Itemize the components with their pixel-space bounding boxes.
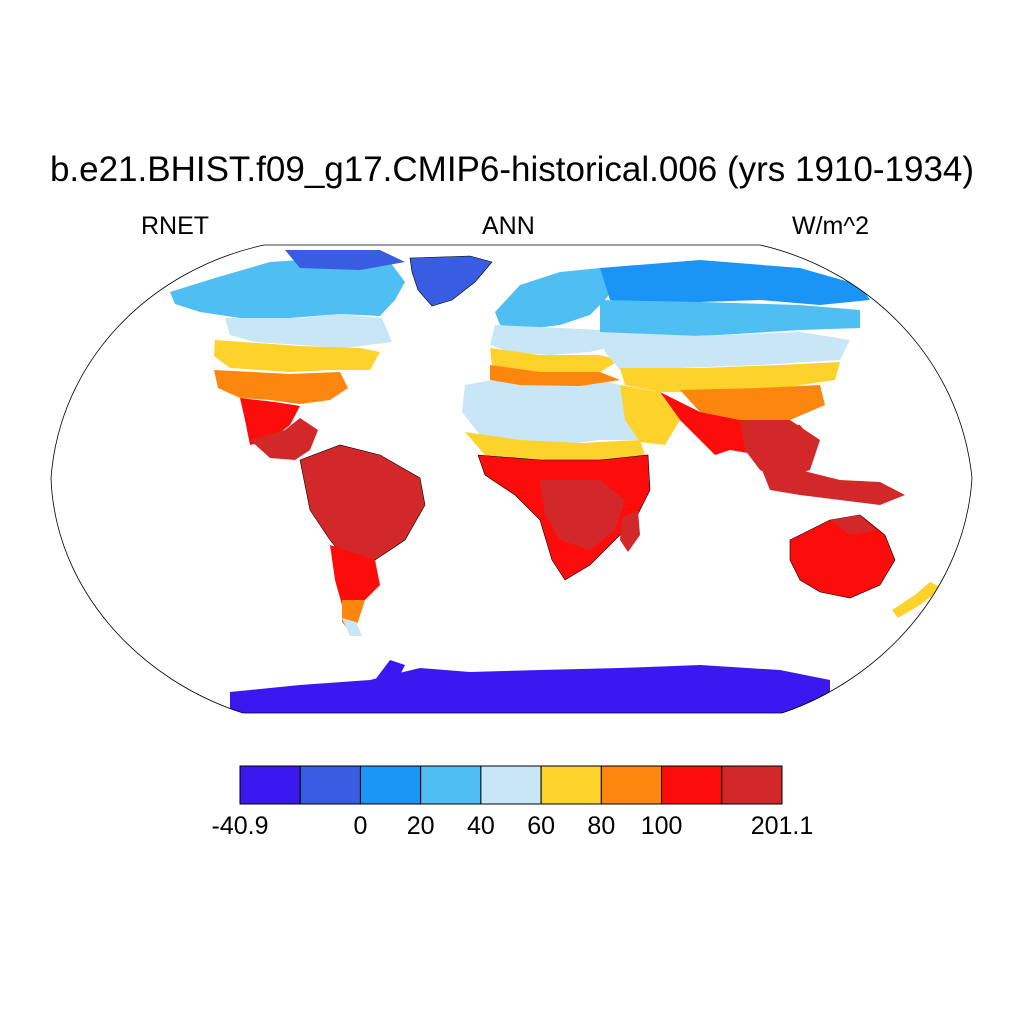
colorbar-swatch xyxy=(420,765,482,805)
central-america xyxy=(250,418,318,460)
north-america-canada xyxy=(225,314,392,348)
europe-south xyxy=(490,348,620,375)
africa-central xyxy=(540,480,625,550)
maritime-continent xyxy=(760,465,905,505)
asia-siberia xyxy=(600,300,860,338)
colorbar-swatch xyxy=(600,765,663,805)
north-africa-coast xyxy=(490,365,620,386)
colorbar-tick-label: 0 xyxy=(353,812,368,840)
colorbar-tick-label: 40 xyxy=(466,812,495,840)
colorbar-swatch xyxy=(540,765,602,805)
colorbar-swatch xyxy=(359,765,422,805)
south-america-tip xyxy=(342,618,362,636)
south-america-tropics xyxy=(299,444,426,566)
globe-outline xyxy=(50,244,973,714)
colorbar-tick-label: 100 xyxy=(640,812,683,840)
south-america-south xyxy=(330,545,380,615)
north-america-us-north xyxy=(214,340,380,372)
asia-central xyxy=(600,332,850,370)
colorbar-swatch xyxy=(661,765,723,805)
colorbar xyxy=(239,765,783,805)
asia-arctic xyxy=(600,260,870,305)
asia-china xyxy=(680,385,825,420)
colorbar-tick-label: 80 xyxy=(587,812,616,840)
north-america-us-south xyxy=(214,370,348,404)
australia-north xyxy=(830,515,875,535)
season-label: ANN xyxy=(482,212,535,240)
colorbar-tick-label: 201.1 xyxy=(750,812,814,840)
madagascar xyxy=(620,510,640,552)
antarctica xyxy=(230,665,830,713)
sahel xyxy=(465,432,645,460)
europe-north xyxy=(495,268,620,330)
map-fill xyxy=(170,250,942,713)
greenland xyxy=(409,255,493,307)
arabia xyxy=(620,385,680,445)
map-title: b.e21.BHIST.f09_g17.CMIP6-historical.006… xyxy=(49,150,975,189)
north-africa-desert xyxy=(462,375,660,445)
asia-midlat xyxy=(620,362,840,392)
colorbar-swatch xyxy=(721,765,783,805)
europe-central xyxy=(490,325,620,355)
colorbar-swatch xyxy=(480,765,542,805)
units-label: W/m^2 xyxy=(792,212,870,240)
new-zealand xyxy=(892,582,942,618)
north-america-arctic-islands xyxy=(285,250,405,270)
north-america-arctic xyxy=(170,258,405,318)
colorbar-swatch xyxy=(239,765,301,805)
colorbar-tick-label: -40.9 xyxy=(211,812,269,840)
colorbar-tick-label: 60 xyxy=(527,812,556,840)
north-america-mexico xyxy=(240,398,300,445)
antarctica-peninsula xyxy=(375,660,405,685)
colorbar-labels: -40.9 0 20 40 60 80 100 201.1 xyxy=(0,812,1024,852)
colorbar-swatch xyxy=(299,765,361,805)
variable-label: RNET xyxy=(141,212,210,240)
colorbar-tick-label: 20 xyxy=(406,812,435,840)
